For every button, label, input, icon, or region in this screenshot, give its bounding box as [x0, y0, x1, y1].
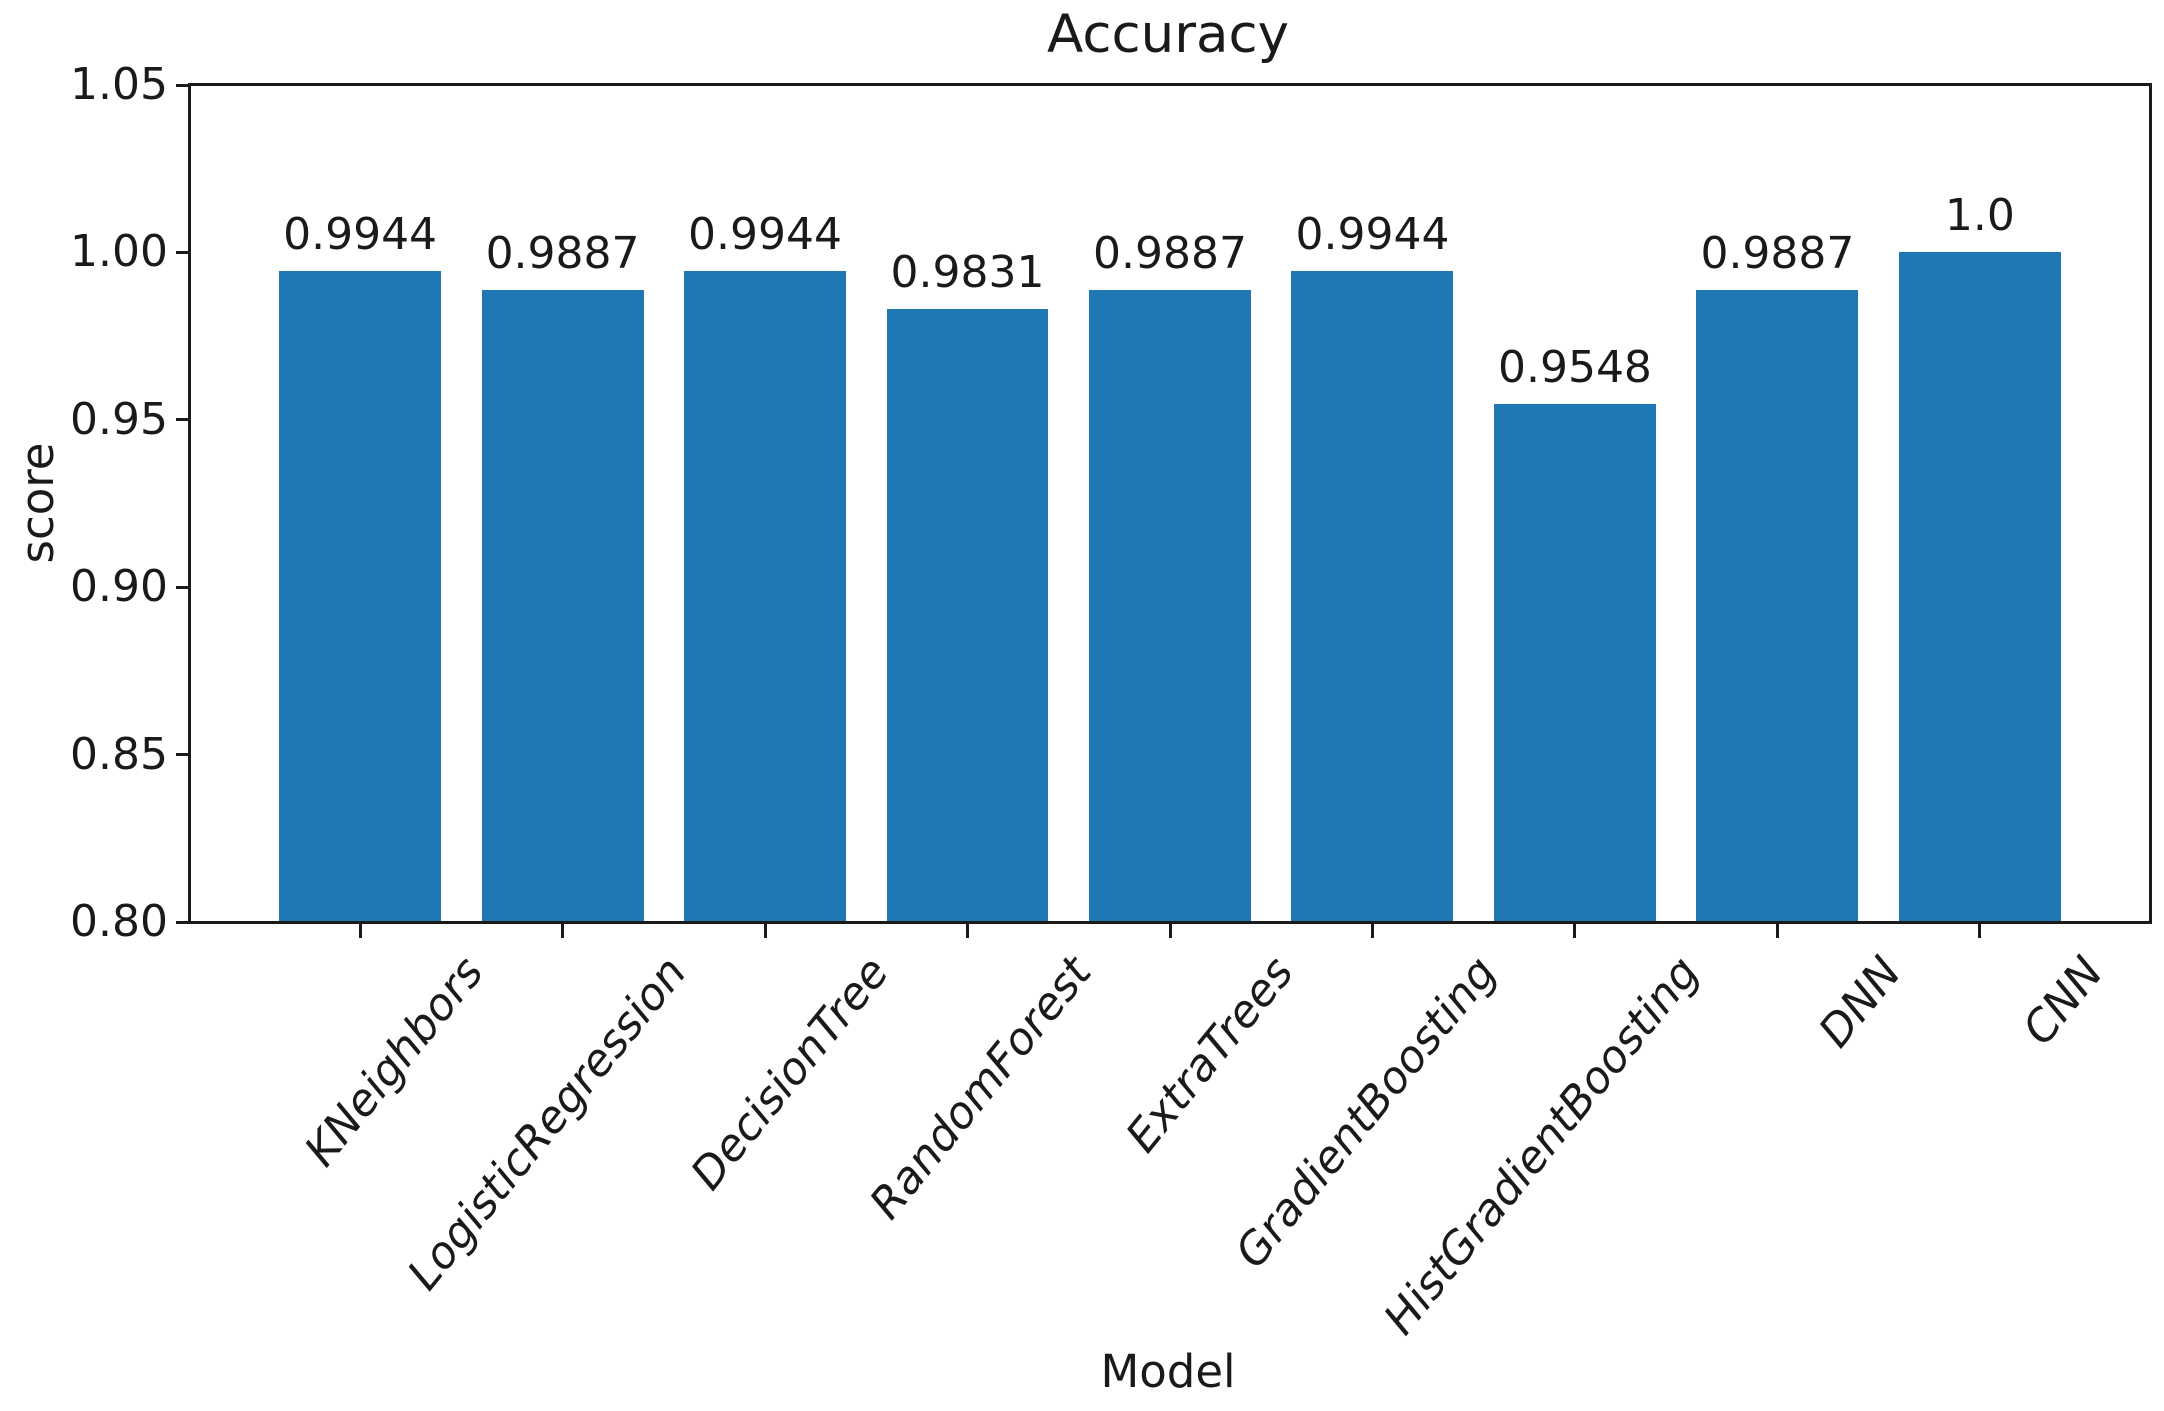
x-tick-label: DecisionTree: [681, 947, 899, 1200]
x-tick-mark: [1370, 923, 1374, 938]
y-tick-mark: [176, 753, 190, 757]
x-tick-mark: [1978, 923, 1982, 938]
x-tick-mark: [763, 923, 767, 938]
x-tick-mark: [1775, 923, 1779, 938]
y-axis-label: score: [11, 442, 64, 564]
bar: [1898, 252, 2061, 921]
bar-value-label: 0.9887: [1700, 228, 1855, 280]
y-tick-mark: [176, 585, 190, 589]
x-tick-mark: [561, 923, 565, 938]
y-tick-mark: [176, 83, 190, 87]
y-tick-mark: [176, 920, 190, 924]
bar-value-label: 0.9887: [1093, 228, 1247, 280]
bar-value-label: 0.9944: [1295, 209, 1450, 261]
bar: [1493, 403, 1656, 921]
bar-value-label: 0.9944: [283, 209, 438, 261]
bar: [684, 271, 847, 921]
bar-value-label: 0.9831: [890, 246, 1045, 298]
bar: [886, 308, 1049, 921]
y-tick-label: 1.00: [70, 226, 168, 278]
x-tick-mark: [358, 923, 362, 938]
y-tick-label: 1.05: [70, 59, 168, 110]
y-tick-label: 0.85: [70, 728, 168, 780]
x-tick-label: KNeighbors: [295, 947, 494, 1176]
bar-value-label: 0.9887: [485, 228, 640, 280]
bar: [1089, 290, 1251, 921]
y-tick-label: 0.80: [70, 896, 168, 947]
x-tick-mark: [1573, 923, 1577, 938]
x-tick-label: CNN: [2013, 947, 2114, 1055]
y-tick-mark: [176, 418, 190, 422]
y-tick-label: 0.90: [70, 561, 168, 613]
x-tick-label: ExtraTrees: [1116, 947, 1304, 1162]
bar: [481, 290, 644, 921]
x-tick-mark: [1168, 923, 1172, 938]
bar-value-label: 0.9548: [1497, 341, 1652, 393]
y-tick-label: 0.95: [70, 393, 168, 445]
x-tick-label: DNN: [1808, 947, 1912, 1057]
chart-title: Accuracy: [1047, 4, 1289, 65]
x-tick-label: RandomForest: [859, 947, 1102, 1229]
x-axis-label: Model: [1100, 1345, 1236, 1398]
bar-value-label: 0.9944: [688, 209, 843, 261]
bar-value-label: 1.0: [1944, 190, 2015, 242]
x-tick-mark: [966, 923, 970, 938]
bar: [279, 271, 442, 921]
bar: [1291, 271, 1454, 921]
bar: [1696, 290, 1859, 921]
y-tick-mark: [176, 250, 190, 254]
